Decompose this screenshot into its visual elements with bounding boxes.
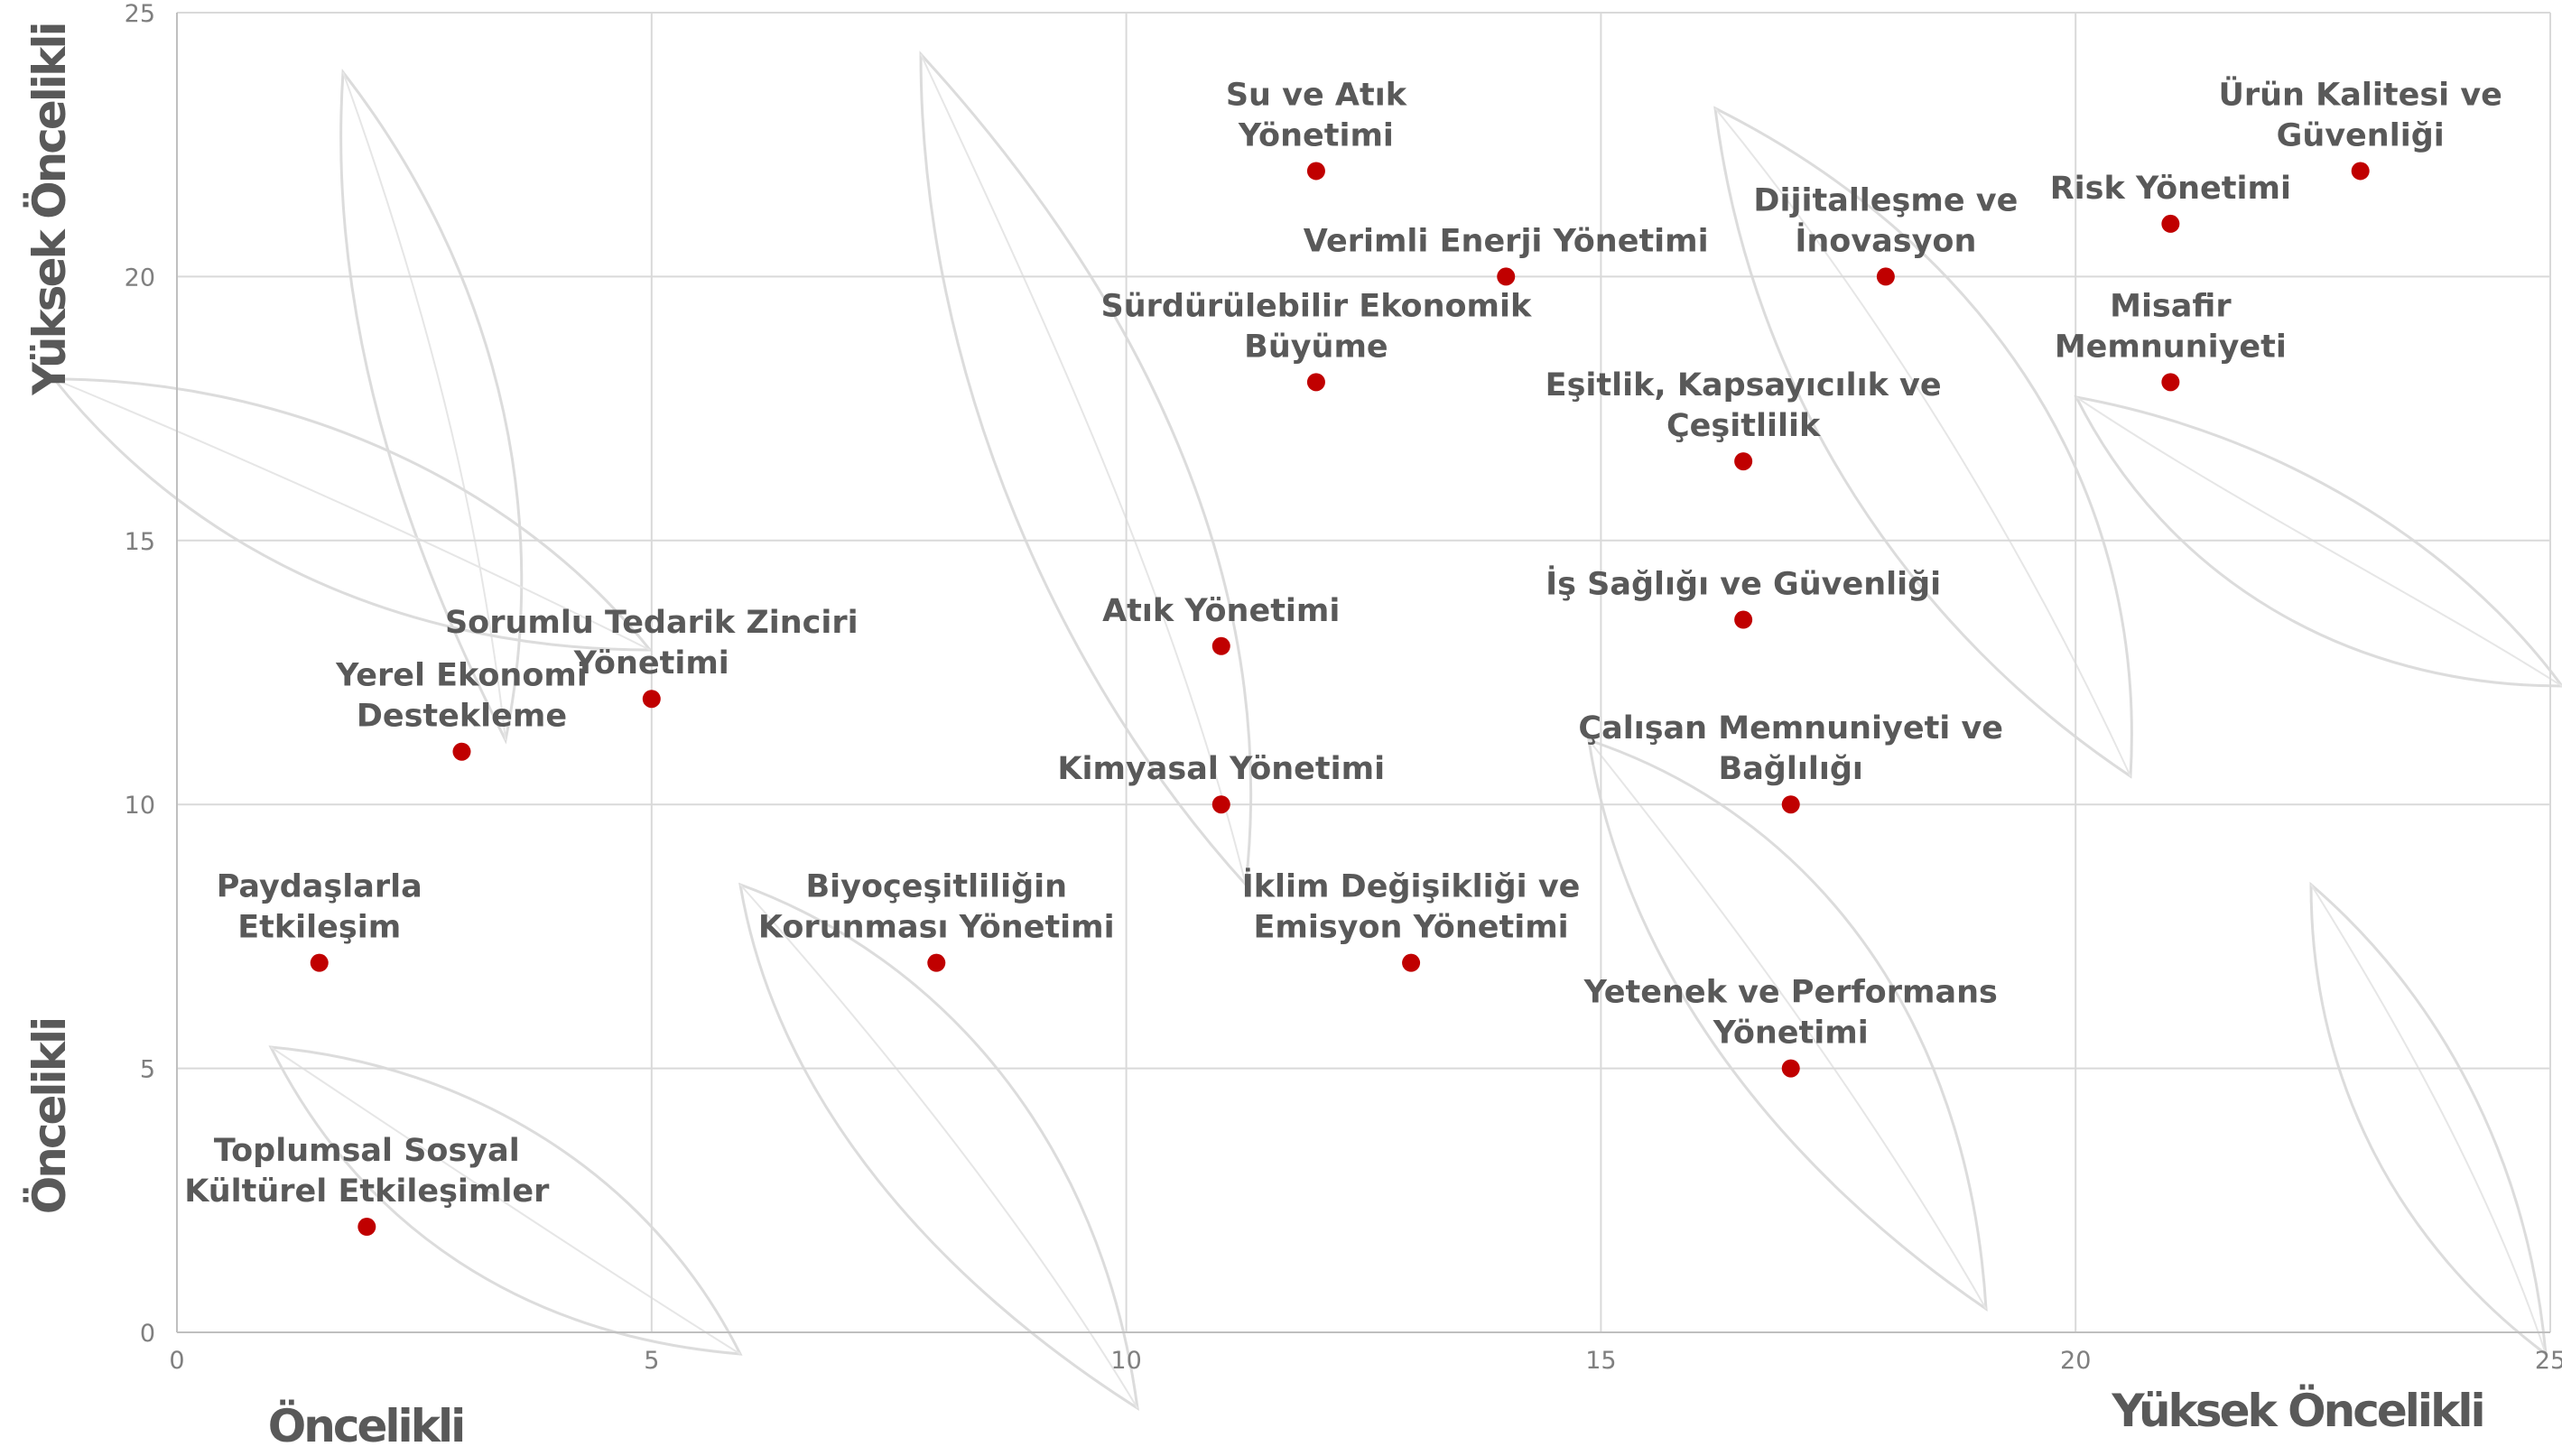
data-point bbox=[1734, 452, 1753, 471]
data-label-line: Verimli Enerji Yönetimi bbox=[1304, 223, 1709, 259]
x-axis-title-high: Yüksek Öncelikli bbox=[2111, 1384, 2483, 1437]
data-label: Dijitalleşme ve İnovasyon bbox=[1753, 182, 2018, 259]
data-label: Sorumlu Tedarik Zinciri Yönetimi bbox=[445, 605, 859, 682]
data-label-line: Dijitalleşme ve bbox=[1753, 182, 2018, 218]
x-tick-label: 25 bbox=[2535, 1347, 2562, 1375]
data-label: Yetenek ve Performans Yönetimi bbox=[1583, 975, 1998, 1052]
data-label-line: Paydaşlarla bbox=[217, 869, 422, 905]
data-label: Verimli Enerji Yönetimi bbox=[1304, 223, 1709, 259]
x-tick-label: 20 bbox=[2060, 1347, 2091, 1375]
data-label: Paydaşlarla Etkileşim bbox=[217, 869, 422, 946]
data-point bbox=[927, 953, 946, 972]
y-axis-title-low: Öncelikli bbox=[23, 1019, 76, 1214]
data-label-line: Atık Yönetimi bbox=[1102, 593, 1340, 629]
data-label-line: Toplumsal Sosyal bbox=[214, 1133, 520, 1169]
data-label-line: Sürdürülebilir Ekonomik bbox=[1101, 288, 1532, 324]
data-label-line: Emisyon Yönetimi bbox=[1253, 910, 1568, 946]
data-label-line: Korunması Yönetimi bbox=[758, 910, 1115, 946]
data-label-line: Risk Yönetimi bbox=[2050, 171, 2291, 207]
data-label: Sürdürülebilir Ekonomik Büyüme bbox=[1101, 288, 1532, 365]
data-label: Misafir Memnuniyeti bbox=[2055, 288, 2287, 365]
data-label-line: Güvenliği bbox=[2277, 117, 2445, 153]
x-tick-label: 15 bbox=[1585, 1347, 1616, 1375]
data-label: Risk Yönetimi bbox=[2050, 171, 2291, 207]
data-label-line: Büyüme bbox=[1244, 329, 1388, 365]
data-label-line: Yerel Ekonomi bbox=[335, 658, 588, 694]
y-tick-label: 15 bbox=[125, 528, 155, 556]
data-point bbox=[1497, 267, 1516, 286]
data-label: Yerel Ekonomi Destekleme bbox=[335, 658, 588, 735]
data-label: İklim Değişikliği ve Emisyon Yönetimi bbox=[1242, 867, 1581, 946]
data-label-line: Destekleme bbox=[357, 699, 567, 735]
data-label-line: Çeşitlilik bbox=[1666, 408, 1821, 444]
data-point bbox=[1781, 795, 1800, 814]
data-label-line: İş Sağlığı ve Güvenliği bbox=[1546, 565, 1941, 603]
data-label-line: Misafir bbox=[2110, 288, 2232, 324]
data-label-line: Çalışan Memnuniyeti ve bbox=[1578, 710, 2003, 747]
data-label-line: Su ve Atık bbox=[1226, 77, 1407, 113]
y-tick-label: 25 bbox=[125, 0, 155, 28]
data-label: Eşitlik, Kapsayıcılık ve Çeşitlilik bbox=[1546, 367, 1942, 444]
data-point bbox=[2161, 214, 2180, 233]
data-label: İş Sağlığı ve Güvenliği bbox=[1546, 565, 1941, 603]
data-label: Ürün Kalitesi ve Güvenliği bbox=[2218, 75, 2502, 153]
data-label-line: İklim Değişikliği ve bbox=[1242, 867, 1581, 905]
data-point bbox=[452, 742, 471, 761]
axis-titles: Yüksek Öncelikli Öncelikli Öncelikli Yük… bbox=[23, 23, 2486, 1452]
leaf-background bbox=[51, 51, 2562, 1411]
data-point bbox=[1402, 953, 1421, 972]
data-point bbox=[2161, 373, 2180, 392]
data-label-line: Yetenek ve Performans bbox=[1583, 975, 1998, 1011]
data-label-line: Kültürel Etkileşimler bbox=[184, 1173, 550, 1210]
data-label-line: Yönetimi bbox=[573, 645, 729, 682]
data-label: Su ve Atık Yönetimi bbox=[1226, 77, 1407, 153]
y-tick-label: 5 bbox=[140, 1056, 155, 1084]
data-label: Biyoçeşitliliğin Korunması Yönetimi bbox=[758, 869, 1115, 946]
data-label-line: Yönetimi bbox=[1238, 117, 1394, 153]
data-point bbox=[1306, 373, 1325, 392]
axes bbox=[176, 13, 2550, 1333]
data-point bbox=[642, 690, 661, 709]
y-tick-label: 10 bbox=[125, 792, 155, 820]
data-label-line: Eşitlik, Kapsayıcılık ve bbox=[1546, 367, 1942, 403]
data-point bbox=[1306, 162, 1325, 181]
data-points bbox=[310, 162, 2370, 1237]
data-label-line: Sorumlu Tedarik Zinciri bbox=[445, 605, 859, 641]
data-point bbox=[1211, 636, 1230, 655]
data-label: Kimyasal Yönetimi bbox=[1057, 751, 1385, 787]
x-tick-label: 5 bbox=[644, 1347, 659, 1375]
data-label: Toplumsal Sosyal Kültürel Etkileşimler bbox=[184, 1133, 550, 1210]
data-label-line: Ürün Kalitesi ve bbox=[2218, 75, 2502, 113]
y-tick-label: 0 bbox=[140, 1320, 155, 1348]
data-label-line: İnovasyon bbox=[1795, 221, 1976, 259]
data-point bbox=[1781, 1059, 1800, 1078]
x-tick-label: 0 bbox=[169, 1347, 184, 1375]
data-label-line: Yönetimi bbox=[1713, 1015, 1869, 1052]
data-label-line: Etkileşim bbox=[237, 910, 401, 946]
data-point bbox=[1876, 267, 1895, 286]
point-labels: Su ve Atık Yönetimi Verimli Enerji Yönetim… bbox=[184, 75, 2502, 1210]
x-axis-title-low: Öncelikli bbox=[268, 1399, 463, 1452]
x-tick-label: 10 bbox=[1110, 1347, 1141, 1375]
y-axis-title-high: Yüksek Öncelikli bbox=[23, 23, 76, 395]
data-point bbox=[310, 953, 329, 972]
data-label: Atık Yönetimi bbox=[1102, 593, 1340, 629]
gridlines bbox=[177, 12, 2551, 1332]
y-tick-label: 20 bbox=[125, 264, 155, 292]
data-point bbox=[2351, 162, 2370, 181]
data-point bbox=[357, 1218, 376, 1237]
data-label: Çalışan Memnuniyeti ve Bağlılığı bbox=[1578, 710, 2003, 787]
data-label-line: Biyoçeşitliliğin bbox=[806, 869, 1068, 905]
data-point bbox=[1734, 610, 1753, 629]
data-label-line: Kimyasal Yönetimi bbox=[1057, 751, 1385, 787]
tick-labels: 0 5 10 15 20 25 0 5 10 15 20 25 bbox=[125, 0, 2562, 1375]
data-point bbox=[1211, 795, 1230, 814]
data-label-line: Bağlılığı bbox=[1719, 751, 1863, 787]
data-label-line: Memnuniyeti bbox=[2055, 329, 2287, 365]
